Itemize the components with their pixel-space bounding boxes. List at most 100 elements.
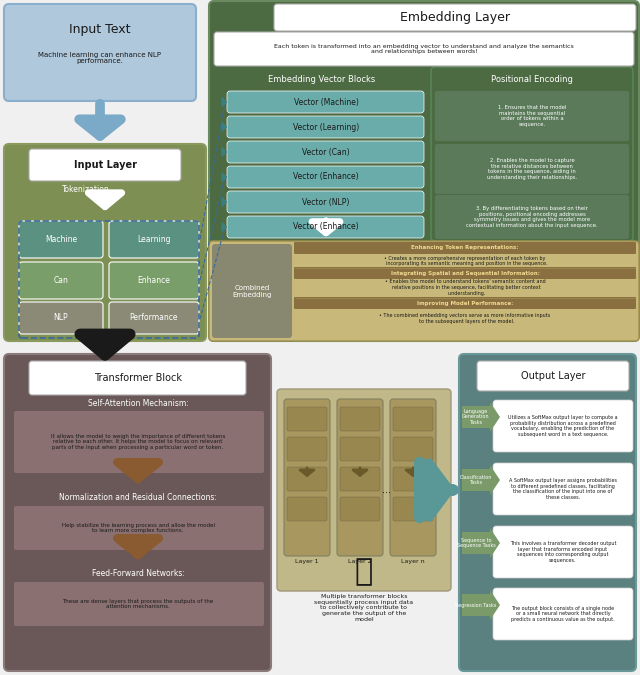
Text: Transformer Block: Transformer Block [94, 373, 182, 383]
FancyBboxPatch shape [209, 241, 639, 341]
Text: Improving Model Performance:: Improving Model Performance: [417, 300, 513, 306]
FancyBboxPatch shape [435, 144, 629, 194]
Text: Enhance: Enhance [138, 276, 170, 285]
FancyBboxPatch shape [287, 467, 327, 491]
FancyBboxPatch shape [227, 141, 424, 163]
Text: Classification
Tasks: Classification Tasks [460, 475, 492, 485]
Text: • Enables the model to understand tokens' semantic content and
  relative positi: • Enables the model to understand tokens… [385, 279, 545, 296]
FancyBboxPatch shape [337, 399, 383, 556]
FancyBboxPatch shape [393, 437, 433, 461]
FancyBboxPatch shape [435, 91, 629, 141]
FancyBboxPatch shape [4, 144, 206, 341]
FancyBboxPatch shape [4, 354, 271, 671]
Text: • Creates a more comprehensive representation of each token by
  incorporating i: • Creates a more comprehensive represent… [383, 256, 547, 267]
FancyBboxPatch shape [294, 267, 636, 279]
FancyBboxPatch shape [393, 497, 433, 521]
Text: Input Layer: Input Layer [74, 160, 136, 170]
FancyArrow shape [462, 528, 500, 558]
FancyBboxPatch shape [14, 506, 264, 550]
FancyBboxPatch shape [340, 407, 380, 431]
FancyBboxPatch shape [19, 221, 103, 258]
Text: ⌣: ⌣ [355, 558, 373, 587]
FancyBboxPatch shape [19, 302, 103, 334]
FancyBboxPatch shape [209, 1, 639, 341]
FancyBboxPatch shape [340, 437, 380, 461]
FancyBboxPatch shape [109, 221, 199, 258]
Text: 1. Ensures that the model
maintains the sequential
order of tokens within a
sequ: 1. Ensures that the model maintains the … [498, 105, 566, 127]
FancyBboxPatch shape [4, 4, 196, 101]
Text: Vector (Learning): Vector (Learning) [293, 122, 359, 132]
Text: Self-Attention Mechanism:: Self-Attention Mechanism: [88, 400, 188, 408]
FancyBboxPatch shape [14, 582, 264, 626]
Text: Machine learning can enhance NLP
performance.: Machine learning can enhance NLP perform… [38, 51, 161, 65]
FancyBboxPatch shape [287, 407, 327, 431]
Text: Input Text: Input Text [69, 24, 131, 36]
Text: These are dense layers that process the outputs of the
attention mechanisms.: These are dense layers that process the … [62, 599, 214, 610]
Text: Performance: Performance [130, 313, 179, 323]
FancyBboxPatch shape [29, 149, 181, 181]
FancyBboxPatch shape [477, 361, 629, 391]
FancyBboxPatch shape [435, 195, 629, 239]
Text: Embedding Vector Blocks: Embedding Vector Blocks [268, 74, 376, 84]
Text: Normalization and Residual Connections:: Normalization and Residual Connections: [59, 493, 217, 502]
FancyBboxPatch shape [227, 116, 424, 138]
Text: Can: Can [54, 276, 68, 285]
FancyArrow shape [462, 465, 500, 495]
FancyBboxPatch shape [227, 191, 424, 213]
Text: The output block consists of a single node
or a small neural network that direct: The output block consists of a single no… [511, 605, 615, 622]
Text: Layer n: Layer n [401, 560, 425, 564]
Text: Feed-Forward Networks:: Feed-Forward Networks: [92, 570, 184, 578]
FancyBboxPatch shape [212, 244, 292, 338]
Text: • The combined embedding vectors serve as more informative inputs
  to the subse: • The combined embedding vectors serve a… [380, 313, 550, 324]
Text: ...: ... [382, 485, 391, 495]
Text: Enhancing Token Representations:: Enhancing Token Representations: [412, 246, 519, 250]
FancyBboxPatch shape [294, 242, 636, 254]
Text: Utilizes a SoftMax output layer to compute a
probability distribution across a p: Utilizes a SoftMax output layer to compu… [508, 415, 618, 437]
FancyBboxPatch shape [214, 67, 431, 91]
Text: Help stabilize the learning process and allow the model
to learn more complex fu: Help stabilize the learning process and … [61, 522, 214, 533]
FancyBboxPatch shape [109, 262, 199, 299]
Text: Vector (Enhance): Vector (Enhance) [293, 173, 359, 182]
Text: 3. By differentiating tokens based on their
positions, positional encoding addre: 3. By differentiating tokens based on th… [466, 206, 598, 228]
FancyBboxPatch shape [274, 4, 636, 31]
FancyBboxPatch shape [493, 463, 633, 515]
FancyBboxPatch shape [340, 467, 380, 491]
FancyBboxPatch shape [287, 437, 327, 461]
Text: Layer 1: Layer 1 [295, 560, 319, 564]
FancyBboxPatch shape [390, 399, 436, 556]
Text: Vector (NLP): Vector (NLP) [302, 198, 349, 207]
FancyBboxPatch shape [431, 67, 633, 241]
Text: Embedding Layer: Embedding Layer [400, 11, 510, 24]
FancyBboxPatch shape [227, 166, 424, 188]
Text: It allows the model to weigh the importance of different tokens
relative to each: It allows the model to weigh the importa… [51, 434, 225, 450]
FancyBboxPatch shape [493, 400, 633, 452]
FancyBboxPatch shape [29, 361, 246, 395]
FancyBboxPatch shape [19, 262, 103, 299]
FancyBboxPatch shape [393, 407, 433, 431]
FancyBboxPatch shape [493, 526, 633, 578]
Text: NLP: NLP [54, 313, 68, 323]
FancyBboxPatch shape [284, 399, 330, 556]
Text: Integrating Spatial and Sequential Information:: Integrating Spatial and Sequential Infor… [390, 271, 540, 275]
Text: This involves a transformer decoder output
layer that transforms encoded input
s: This involves a transformer decoder outp… [509, 541, 616, 563]
Text: Learning: Learning [137, 235, 171, 244]
FancyBboxPatch shape [340, 497, 380, 521]
Text: Vector (Machine): Vector (Machine) [294, 97, 358, 107]
Text: Machine: Machine [45, 235, 77, 244]
FancyBboxPatch shape [109, 302, 199, 334]
Text: Positional Encoding: Positional Encoding [491, 76, 573, 84]
Text: Each token is transformed into an embedding vector to understand and analyze the: Each token is transformed into an embedd… [274, 44, 574, 55]
FancyBboxPatch shape [277, 389, 451, 591]
Text: Multiple transformer blocks
sequentially process input data
to collectively cont: Multiple transformer blocks sequentially… [314, 594, 413, 622]
Text: Sequence to
Sequence Tasks: Sequence to Sequence Tasks [456, 537, 495, 548]
Text: Output Layer: Output Layer [521, 371, 585, 381]
Text: Language
Generation
Tasks: Language Generation Tasks [462, 408, 490, 425]
Text: Regression Tasks: Regression Tasks [455, 603, 497, 608]
FancyArrow shape [462, 402, 500, 432]
FancyBboxPatch shape [227, 216, 424, 238]
Text: Tokenization: Tokenization [62, 186, 109, 194]
FancyBboxPatch shape [294, 297, 636, 309]
Text: Vector (Enhance): Vector (Enhance) [293, 223, 359, 232]
Text: Layer 2: Layer 2 [348, 560, 372, 564]
Text: A SoftMax output layer assigns probabilities
to different predefined classes, fa: A SoftMax output layer assigns probabili… [509, 478, 617, 500]
